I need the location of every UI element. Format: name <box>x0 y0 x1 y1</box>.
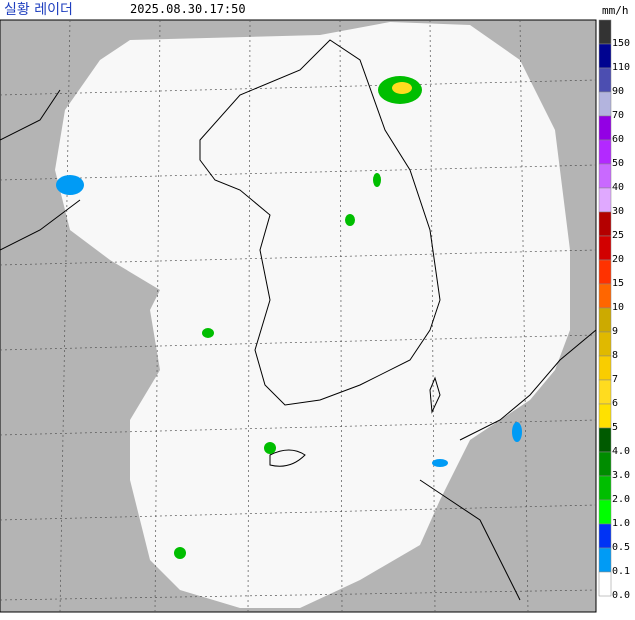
legend-label: 8 <box>612 350 618 361</box>
legend-swatch <box>598 115 612 141</box>
legend-label: 20 <box>612 254 624 265</box>
legend-label: 25 <box>612 230 624 241</box>
legend-swatch <box>598 331 612 357</box>
legend-swatch <box>598 355 612 381</box>
legend-swatch <box>598 19 612 45</box>
legend-label: 6 <box>612 398 618 409</box>
legend-label: 2.0 <box>612 494 630 505</box>
legend-label: 0.0 <box>612 590 630 601</box>
grid <box>0 19 597 613</box>
legend-swatch <box>598 379 612 405</box>
legend-swatch <box>598 571 612 597</box>
legend-swatch <box>598 91 612 117</box>
legend-swatch <box>598 43 612 69</box>
legend-label: 0.5 <box>612 542 630 553</box>
legend-swatch <box>598 283 612 309</box>
legend-label: 1.0 <box>612 518 630 529</box>
legend-label: 10 <box>612 302 624 313</box>
legend-swatch <box>598 307 612 333</box>
legend-swatch <box>598 427 612 453</box>
legend-label: 0.1 <box>612 566 630 577</box>
legend-label: 90 <box>612 86 624 97</box>
legend-label: 70 <box>612 110 624 121</box>
legend-label: 30 <box>612 206 624 217</box>
legend-label: 50 <box>612 158 624 169</box>
legend-swatch <box>598 523 612 549</box>
legend-label: 60 <box>612 134 624 145</box>
legend-label: 40 <box>612 182 624 193</box>
legend-swatch <box>598 67 612 93</box>
legend-swatch <box>598 187 612 213</box>
legend-label: 9 <box>612 326 618 337</box>
unit: mm/h <box>602 4 629 17</box>
legend-swatch <box>598 163 612 189</box>
legend-label: 110 <box>612 62 630 73</box>
legend-label: 7 <box>612 374 618 385</box>
legend: 150 110 90 70 60 50 40 30 25 20 15 10 9 8 7 6 5 4.0 3.0 2.0… <box>598 19 630 601</box>
map <box>0 19 597 613</box>
legend-swatch <box>598 403 612 429</box>
legend-swatch <box>598 451 612 477</box>
legend-swatch <box>598 547 612 573</box>
legend-swatch <box>598 259 612 285</box>
legend-swatch <box>598 139 612 165</box>
coastlines <box>0 39 597 601</box>
legend-swatch <box>598 499 612 525</box>
legend-label: 5 <box>612 422 618 433</box>
timestamp: 2025.08.30.17:50 <box>130 2 246 16</box>
title: 실황 레이더 <box>4 2 73 18</box>
echoes <box>56 76 522 559</box>
legend-label: 3.0 <box>612 470 630 481</box>
legend-label: 4.0 <box>612 446 630 457</box>
legend-swatch <box>598 235 612 261</box>
legend-swatch <box>598 211 612 237</box>
legend-swatch <box>598 475 612 501</box>
legend-label: 15 <box>612 278 624 289</box>
legend-label: 150 <box>612 38 630 49</box>
